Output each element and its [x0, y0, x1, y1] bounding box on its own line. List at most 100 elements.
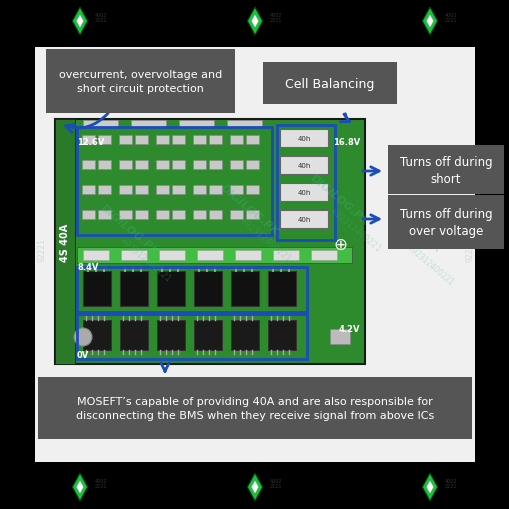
FancyBboxPatch shape — [267, 320, 295, 350]
FancyBboxPatch shape — [98, 186, 111, 194]
Text: Cell Balancing: Cell Balancing — [285, 77, 374, 90]
FancyBboxPatch shape — [231, 320, 259, 350]
Polygon shape — [72, 473, 88, 501]
Text: +92312400221: +92312400221 — [404, 242, 455, 287]
FancyBboxPatch shape — [245, 186, 259, 194]
FancyBboxPatch shape — [119, 211, 132, 219]
FancyBboxPatch shape — [172, 211, 185, 219]
FancyBboxPatch shape — [55, 120, 364, 364]
FancyBboxPatch shape — [131, 121, 165, 128]
FancyBboxPatch shape — [156, 136, 168, 145]
FancyBboxPatch shape — [172, 136, 185, 145]
Text: 92221: 92221 — [38, 238, 46, 262]
FancyBboxPatch shape — [119, 136, 132, 145]
FancyBboxPatch shape — [310, 250, 336, 261]
Text: 12.6V: 12.6V — [77, 137, 104, 146]
FancyBboxPatch shape — [135, 136, 148, 145]
FancyBboxPatch shape — [209, 136, 221, 145]
FancyBboxPatch shape — [156, 161, 168, 169]
Text: +92312400221: +92312400221 — [117, 235, 173, 284]
FancyBboxPatch shape — [120, 320, 148, 350]
Text: 0V: 0V — [77, 350, 89, 359]
Text: 4002
2221: 4002 2221 — [269, 13, 282, 23]
FancyBboxPatch shape — [83, 320, 111, 350]
FancyBboxPatch shape — [263, 63, 396, 105]
Polygon shape — [76, 481, 83, 493]
FancyBboxPatch shape — [245, 211, 259, 219]
FancyBboxPatch shape — [245, 161, 259, 169]
Polygon shape — [426, 16, 433, 28]
FancyBboxPatch shape — [121, 250, 147, 261]
Polygon shape — [421, 8, 437, 36]
FancyBboxPatch shape — [193, 271, 221, 306]
FancyBboxPatch shape — [227, 121, 262, 128]
FancyBboxPatch shape — [38, 377, 471, 439]
FancyBboxPatch shape — [82, 136, 95, 145]
FancyBboxPatch shape — [157, 320, 185, 350]
Text: 40h: 40h — [297, 163, 310, 168]
FancyBboxPatch shape — [82, 211, 95, 219]
FancyBboxPatch shape — [172, 161, 185, 169]
FancyBboxPatch shape — [272, 250, 298, 261]
Text: 92221: 92221 — [465, 238, 473, 262]
FancyBboxPatch shape — [119, 186, 132, 194]
FancyBboxPatch shape — [119, 161, 132, 169]
FancyBboxPatch shape — [230, 136, 242, 145]
FancyBboxPatch shape — [329, 329, 349, 344]
FancyBboxPatch shape — [192, 186, 206, 194]
FancyBboxPatch shape — [230, 186, 242, 194]
FancyBboxPatch shape — [83, 271, 111, 306]
Text: Turns off during
over voltage: Turns off during over voltage — [399, 208, 491, 238]
Text: DIGILOG.PK: DIGILOG.PK — [308, 173, 371, 227]
Polygon shape — [76, 16, 83, 28]
Text: DIGILOG.PK: DIGILOG.PK — [386, 205, 442, 254]
Text: 4S 40A: 4S 40A — [60, 223, 70, 261]
Text: +92312400221: +92312400221 — [237, 215, 292, 264]
Text: 4002
2221: 4002 2221 — [444, 13, 457, 23]
FancyBboxPatch shape — [35, 48, 474, 462]
FancyBboxPatch shape — [267, 271, 295, 306]
FancyBboxPatch shape — [77, 247, 351, 264]
Text: 40h: 40h — [297, 216, 310, 222]
Text: ⊕: ⊕ — [332, 236, 346, 253]
FancyBboxPatch shape — [192, 211, 206, 219]
Text: MOSEFT’s capable of providing 40A and are also responsible for
disconnecting the: MOSEFT’s capable of providing 40A and ar… — [76, 397, 433, 420]
Polygon shape — [72, 8, 88, 36]
Text: DIGILOG.PK: DIGILOG.PK — [218, 182, 280, 237]
FancyBboxPatch shape — [231, 271, 259, 306]
Circle shape — [74, 328, 92, 346]
FancyBboxPatch shape — [279, 157, 327, 175]
FancyBboxPatch shape — [156, 186, 168, 194]
FancyBboxPatch shape — [209, 161, 221, 169]
FancyBboxPatch shape — [156, 211, 168, 219]
Polygon shape — [247, 473, 262, 501]
Polygon shape — [421, 473, 437, 501]
Polygon shape — [251, 481, 258, 493]
FancyBboxPatch shape — [82, 161, 95, 169]
Text: +92312400221: +92312400221 — [327, 205, 382, 254]
Text: 4002
2221: 4002 2221 — [444, 477, 457, 489]
FancyBboxPatch shape — [83, 121, 118, 128]
FancyBboxPatch shape — [230, 161, 242, 169]
FancyBboxPatch shape — [172, 186, 185, 194]
FancyBboxPatch shape — [192, 136, 206, 145]
FancyBboxPatch shape — [230, 211, 242, 219]
FancyBboxPatch shape — [135, 186, 148, 194]
Text: 40h: 40h — [297, 190, 310, 195]
FancyBboxPatch shape — [387, 146, 503, 194]
Polygon shape — [251, 16, 258, 28]
Polygon shape — [247, 8, 262, 36]
FancyBboxPatch shape — [279, 184, 327, 202]
FancyBboxPatch shape — [135, 161, 148, 169]
FancyBboxPatch shape — [46, 50, 235, 114]
Polygon shape — [426, 481, 433, 493]
Text: 4002
2221: 4002 2221 — [269, 477, 282, 489]
FancyBboxPatch shape — [245, 136, 259, 145]
FancyBboxPatch shape — [159, 250, 185, 261]
FancyBboxPatch shape — [196, 250, 222, 261]
Text: Turns off during
short: Turns off during short — [399, 155, 491, 185]
Text: 8.4V: 8.4V — [77, 263, 98, 272]
FancyBboxPatch shape — [192, 161, 206, 169]
FancyBboxPatch shape — [83, 250, 109, 261]
Text: 4002
2221: 4002 2221 — [95, 477, 107, 489]
